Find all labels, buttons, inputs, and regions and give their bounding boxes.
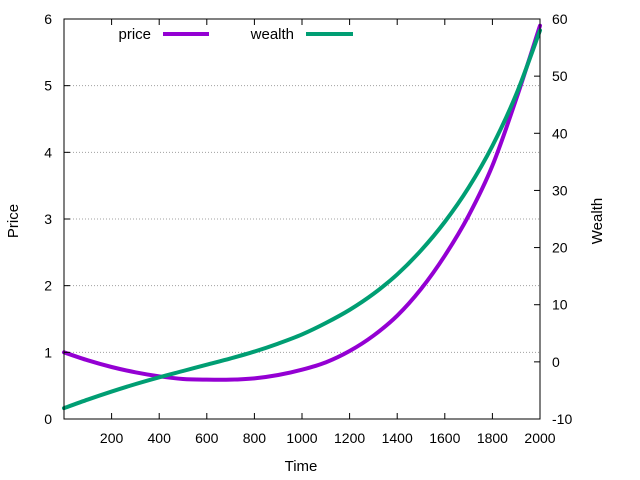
y2-tick-label: 60	[552, 11, 568, 27]
x-tick-label: 600	[195, 430, 219, 446]
y2-axis-label: Wealth	[589, 198, 606, 244]
series-layer	[62, 23, 542, 411]
x-tick-label: 800	[243, 430, 267, 446]
x-tick-label: 2000	[524, 430, 555, 446]
y2-tick-label: 50	[552, 68, 568, 84]
x-tick-label: 1200	[334, 430, 365, 446]
y2-tick-label: 0	[552, 354, 560, 370]
y-tick-label: 1	[44, 344, 52, 360]
y-tick-label: 4	[44, 144, 52, 160]
y-tick-label: 2	[44, 278, 52, 294]
legend-label-wealth: wealth	[250, 26, 294, 43]
y-tick-label: 0	[44, 411, 52, 427]
x-tick-label: 1400	[382, 430, 413, 446]
x-tick-label: 1800	[477, 430, 508, 446]
x-tick-label: 1600	[429, 430, 460, 446]
y2-tick-label: 40	[552, 125, 568, 141]
grid-lines	[64, 85, 540, 353]
y-tick-label: 3	[44, 211, 52, 227]
y2-tick-label: 20	[552, 240, 568, 256]
y-tick-label: 6	[44, 11, 52, 27]
axis-ticks: 200 400 600 800 1000 1200 1400 1600 1800 20000123…	[44, 11, 572, 446]
series-line-price	[62, 23, 542, 382]
y2-tick-label: 30	[552, 182, 568, 198]
y2-tick-label: -10	[552, 411, 572, 427]
legend-label-price: price	[118, 26, 151, 43]
x-axis-label: Time	[285, 458, 318, 475]
x-tick-label: 400	[148, 430, 172, 446]
y-tick-label: 5	[44, 78, 52, 94]
x-tick-label: 1000	[286, 430, 317, 446]
y2-tick-label: 10	[552, 297, 568, 313]
legend: price wealth	[118, 26, 353, 43]
series-line-wealth	[62, 28, 542, 411]
x-tick-label: 200	[100, 430, 124, 446]
y-axis-label: Price	[5, 204, 22, 238]
